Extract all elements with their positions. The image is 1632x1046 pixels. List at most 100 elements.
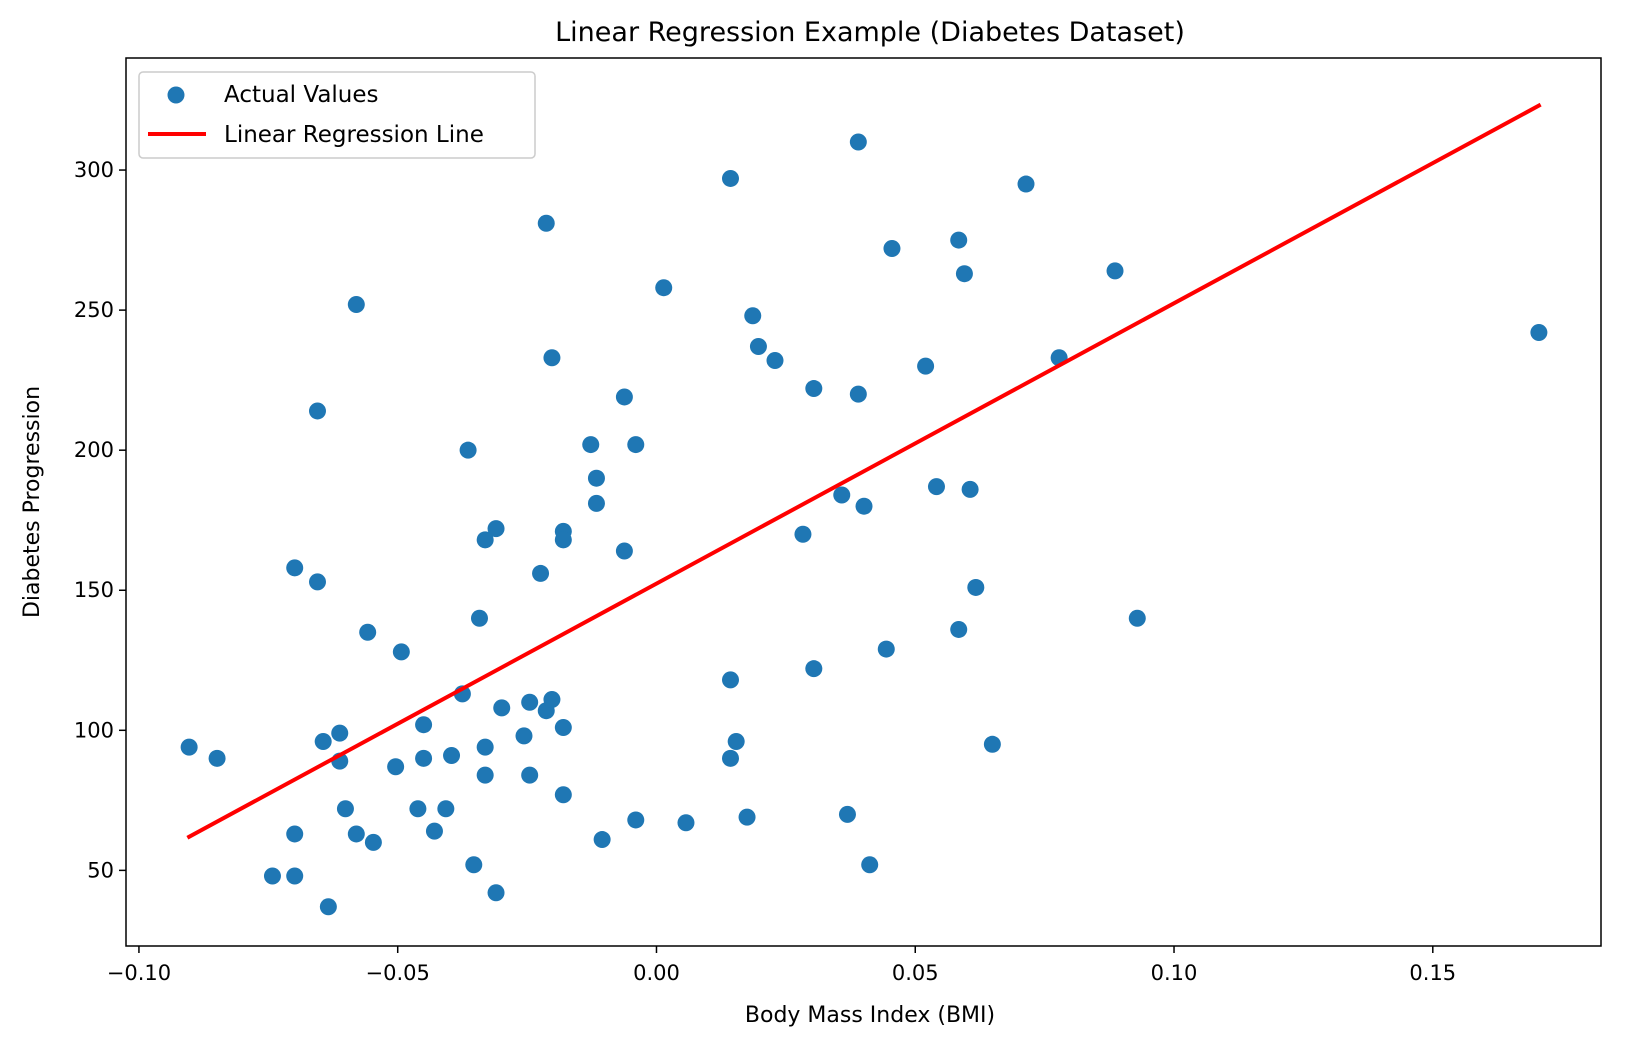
- data-point: [537, 214, 555, 232]
- data-point: [927, 478, 945, 496]
- data-point: [476, 738, 494, 756]
- y-axis-ticks: 50 100 150 200 250 300: [74, 158, 126, 882]
- data-point: [286, 559, 304, 577]
- x-tick-label: −0.10: [107, 961, 171, 985]
- data-point: [554, 786, 572, 804]
- x-tick-label: 0.10: [1151, 961, 1198, 985]
- data-point: [470, 609, 488, 627]
- data-point: [331, 724, 349, 742]
- data-point: [593, 831, 611, 849]
- data-point: [721, 671, 739, 689]
- data-point: [493, 699, 511, 717]
- data-point: [532, 564, 550, 582]
- data-point: [543, 349, 561, 367]
- data-point: [314, 733, 332, 751]
- data-point: [543, 690, 561, 708]
- data-point: [883, 239, 901, 257]
- data-point: [263, 867, 281, 885]
- data-point: [336, 800, 354, 818]
- data-point: [877, 640, 895, 658]
- data-point: [655, 279, 673, 297]
- data-point: [849, 385, 867, 403]
- data-point: [615, 542, 633, 560]
- data-point: [521, 766, 539, 784]
- data-point: [443, 747, 461, 765]
- plot-frame: [125, 57, 1602, 947]
- y-axis-label: Diabetes Progression: [20, 386, 45, 618]
- data-point: [347, 296, 365, 314]
- data-point: [308, 573, 326, 591]
- y-tick-label: 50: [87, 858, 114, 882]
- legend-box: [138, 71, 536, 159]
- data-point: [838, 805, 856, 823]
- data-point: [727, 733, 745, 751]
- data-point: [749, 338, 767, 356]
- data-point: [308, 402, 326, 420]
- data-point: [855, 497, 873, 515]
- x-tick-label: 0.00: [633, 961, 680, 985]
- x-tick-label: −0.05: [366, 961, 430, 985]
- data-point: [766, 352, 784, 370]
- data-point: [387, 758, 405, 776]
- data-point: [208, 749, 226, 767]
- legend-label-regression-line: Linear Regression Line: [224, 122, 484, 148]
- data-point: [849, 133, 867, 151]
- data-point: [319, 898, 337, 916]
- data-point: [721, 749, 739, 767]
- data-point: [359, 623, 377, 641]
- data-point: [967, 578, 985, 596]
- data-point: [950, 620, 968, 638]
- data-point: [1128, 609, 1146, 627]
- data-point: [437, 800, 455, 818]
- y-tick-label: 150: [74, 578, 114, 602]
- data-point: [950, 231, 968, 249]
- data-point: [554, 719, 572, 737]
- x-axis-ticks: −0.10 −0.05 0.00 0.05 0.10 0.15: [107, 946, 1456, 985]
- data-point: [917, 357, 935, 375]
- data-point: [721, 169, 739, 187]
- data-point: [794, 525, 812, 543]
- data-point: [425, 822, 443, 840]
- legend: Actual Values Linear Regression Line: [138, 71, 536, 159]
- data-point: [415, 716, 433, 734]
- data-point: [861, 856, 879, 874]
- data-point: [961, 480, 979, 498]
- x-tick-label: 0.15: [1409, 961, 1456, 985]
- data-point: [554, 531, 572, 549]
- x-tick-label: 0.05: [892, 961, 939, 985]
- legend-marker-actual-values: [167, 86, 185, 104]
- data-point: [476, 766, 494, 784]
- data-point: [476, 531, 494, 549]
- data-point: [415, 749, 433, 767]
- data-point: [744, 307, 762, 325]
- data-point: [677, 814, 695, 832]
- chart-title: Linear Regression Example (Diabetes Data…: [555, 17, 1185, 48]
- data-point: [587, 469, 605, 487]
- legend-label-actual-values: Actual Values: [224, 82, 379, 108]
- data-point: [833, 486, 851, 504]
- data-point: [465, 856, 483, 874]
- data-point: [805, 660, 823, 678]
- data-point: [627, 436, 645, 454]
- y-tick-label: 250: [74, 298, 114, 322]
- data-point: [587, 494, 605, 512]
- data-point: [1530, 324, 1548, 342]
- data-point: [615, 388, 633, 406]
- data-point: [1017, 175, 1035, 193]
- data-point: [521, 693, 539, 711]
- data-point: [515, 727, 533, 745]
- regression-line-series: [186, 102, 1542, 840]
- data-point: [627, 811, 645, 829]
- y-tick-label: 200: [74, 438, 114, 462]
- data-point: [286, 825, 304, 843]
- data-point: [582, 436, 600, 454]
- regression-line: [186, 102, 1542, 840]
- data-point: [409, 800, 427, 818]
- data-point: [487, 520, 505, 538]
- y-tick-label: 100: [74, 718, 114, 742]
- data-point: [983, 735, 1001, 753]
- data-point: [364, 833, 382, 851]
- x-axis-label: Body Mass Index (BMI): [745, 1003, 995, 1028]
- scatter-series: [180, 133, 1548, 916]
